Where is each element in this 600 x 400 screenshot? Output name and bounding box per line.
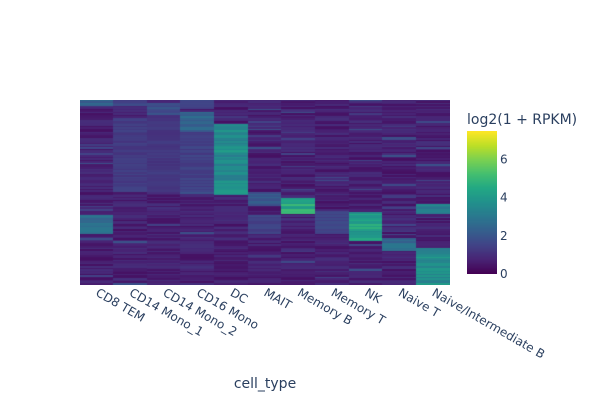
colorbar-tick-label: 2 xyxy=(500,229,508,243)
colorbar-gradient xyxy=(467,131,497,274)
x-tick-label: Naive/Intermediate B xyxy=(430,285,548,361)
colorbar-tick-label: 0 xyxy=(500,267,508,281)
heatmap-cells xyxy=(80,100,450,285)
colorbar-tick-label: 6 xyxy=(500,153,508,167)
x-tick-label: MAIT xyxy=(262,285,295,312)
x-axis-title: cell_type xyxy=(234,376,296,392)
colorbar-tick-labels: 0 2 4 6 xyxy=(500,153,508,281)
colorbar-title: log2(1 + RPKM) xyxy=(467,112,577,128)
colorbar-tick-label: 4 xyxy=(500,191,508,205)
